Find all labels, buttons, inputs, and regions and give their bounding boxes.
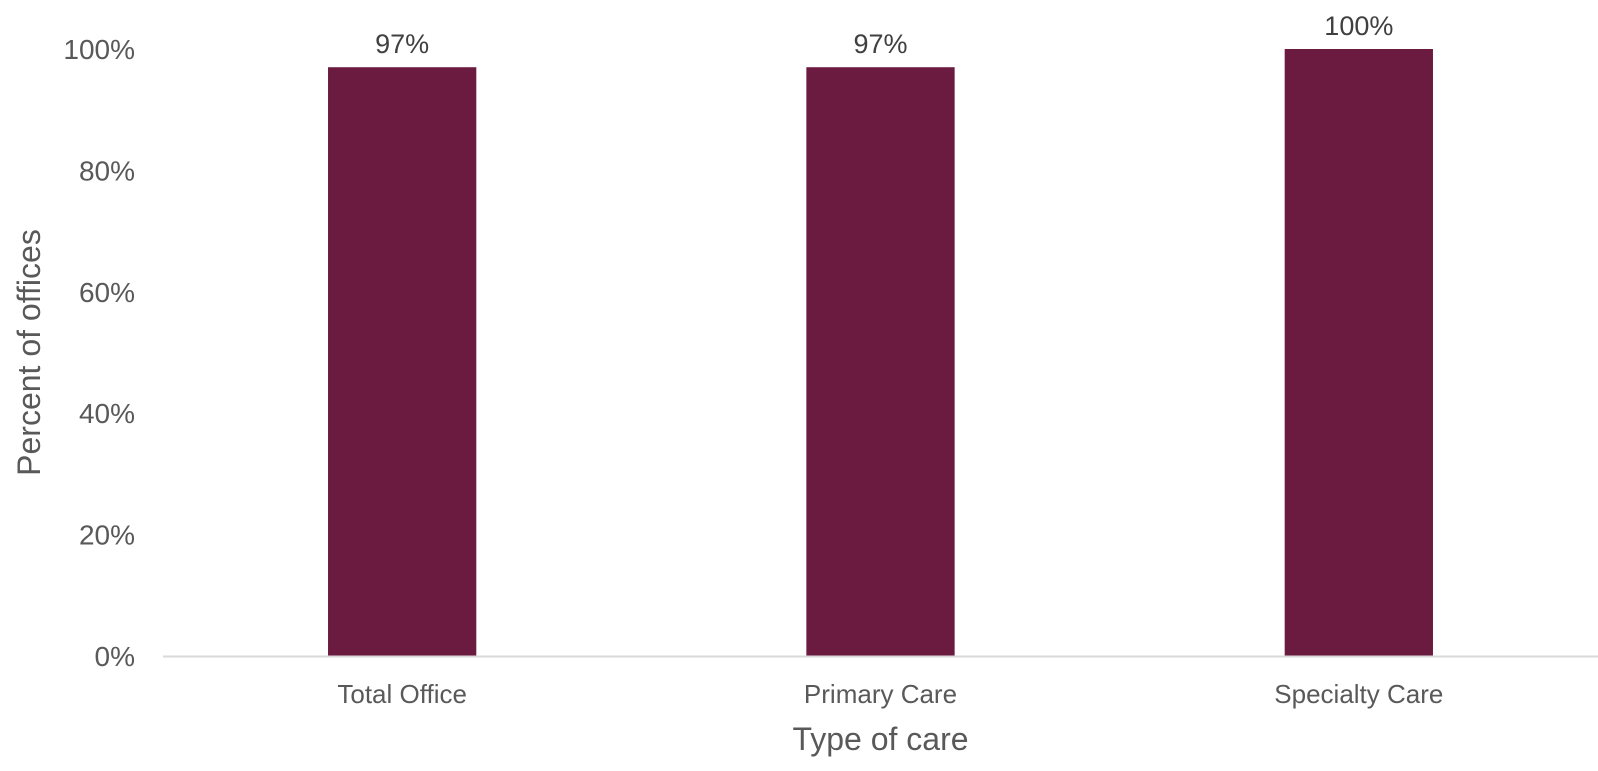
x-axis-category-labels: Total Office Primary Care Specialty Care	[337, 679, 1443, 709]
y-tick-label: 40%	[79, 398, 135, 429]
x-category-label: Primary Care	[804, 679, 957, 709]
data-labels: 97% 97% 100%	[375, 11, 1393, 59]
x-axis-title: Type of care	[792, 721, 968, 757]
y-axis-ticks: 0% 20% 40% 60% 80% 100%	[63, 34, 135, 672]
y-tick-label: 100%	[63, 34, 135, 65]
bar-data-label: 97%	[853, 29, 907, 59]
x-category-label: Specialty Care	[1274, 679, 1443, 709]
bar	[1284, 49, 1433, 656]
bar-data-label: 100%	[1324, 11, 1393, 41]
x-category-label: Total Office	[337, 679, 467, 709]
y-tick-label: 20%	[79, 520, 135, 551]
y-tick-label: 0%	[95, 641, 135, 672]
y-axis-title: Percent of offices	[11, 229, 47, 476]
y-tick-label: 80%	[79, 155, 135, 186]
bar-data-label: 97%	[375, 29, 429, 59]
bar	[328, 67, 477, 656]
bars	[328, 49, 1433, 656]
y-tick-label: 60%	[79, 277, 135, 308]
bar	[806, 67, 955, 656]
